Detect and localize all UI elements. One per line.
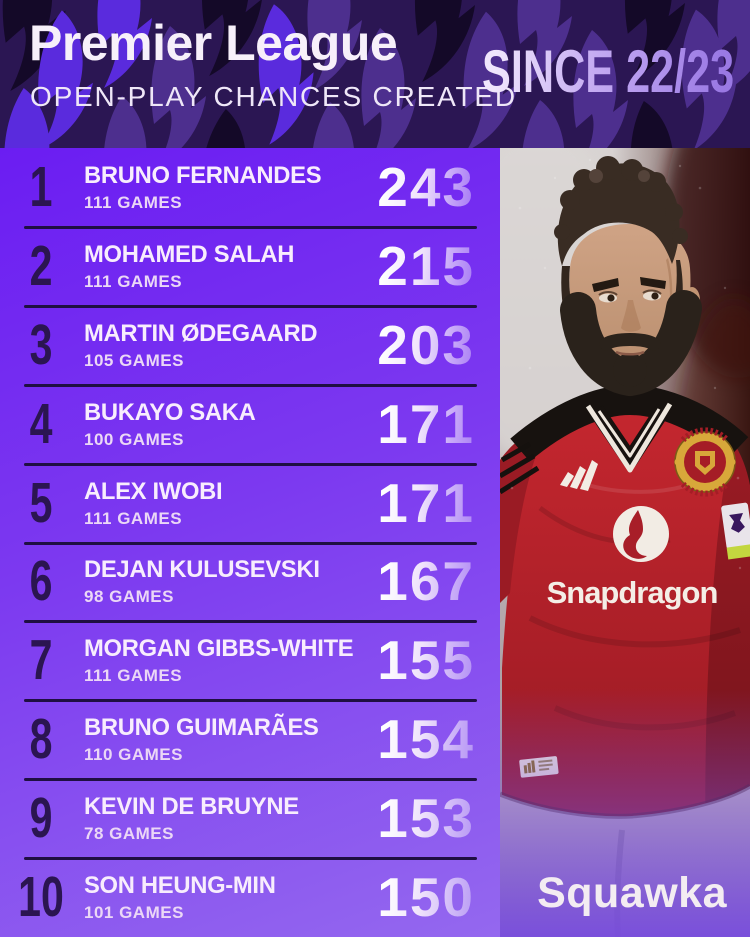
jersey-collar	[510, 384, 749, 462]
player-name: SON HEUNG-MIN	[84, 872, 276, 900]
player-info: SON HEUNG-MIN 101 GAMES	[82, 872, 377, 923]
captain-armband	[721, 502, 750, 560]
page-title: Premier League	[29, 15, 398, 71]
header-pattern-background	[0, 0, 750, 148]
rank-number: 6	[29, 549, 53, 614]
chances-value: 171	[377, 392, 475, 455]
player-games: 78 GAMES	[84, 824, 174, 844]
player-games: 111 GAMES	[84, 508, 183, 528]
ranking-row: 9 KEVIN DE BRUYNE 78 GAMES 153	[0, 778, 500, 858]
header: Premier League OPEN-PLAY CHANCES CREATED…	[0, 0, 750, 148]
jersey-sponsor-text: Snapdragon	[547, 575, 718, 610]
ranking-row: 8 BRUNO GUIMARÃES 110 GAMES 154	[0, 699, 500, 779]
ranking-row: 1 BRUNO FERNANDES 111 GAMES 243	[0, 148, 500, 227]
player-head	[554, 156, 702, 397]
player-games: 105 GAMES	[84, 350, 184, 370]
player-name: ALEX IWOBI	[84, 477, 223, 505]
rank-number: 3	[29, 312, 53, 377]
chances-value: 171	[377, 471, 475, 534]
player-name: KEVIN DE BRUYNE	[84, 793, 299, 821]
player-games: 98 GAMES	[84, 587, 174, 607]
player-name: MORGAN GIBBS-WHITE	[84, 635, 354, 663]
chances-value: 203	[377, 313, 475, 376]
player-games: 111 GAMES	[84, 192, 183, 212]
adidas-logo	[560, 460, 598, 491]
rank-number: 10	[18, 865, 64, 930]
ranking-row: 2 MOHAMED SALAH 111 GAMES 215	[0, 225, 500, 306]
player-info: ALEX IWOBI 111 GAMES	[82, 478, 377, 529]
player-info: KEVIN DE BRUYNE 78 GAMES	[82, 793, 377, 844]
since-label: SINCE 22/23	[481, 38, 734, 105]
club-crest	[674, 427, 736, 497]
rank-number: 1	[29, 154, 53, 219]
player-photo: Snapdragon	[500, 148, 750, 937]
player-photo-illustration: Snapdragon	[500, 148, 750, 937]
ranking-row: 10 SON HEUNG-MIN 101 GAMES 150	[0, 857, 500, 937]
player-name: MARTIN ØDEGAARD	[84, 319, 318, 347]
player-games: 111 GAMES	[84, 666, 183, 686]
chances-value: 243	[377, 155, 475, 218]
rank-number: 2	[29, 233, 53, 298]
chances-value: 150	[377, 866, 475, 929]
ranking-row: 6 DEJAN KULUSEVSKI 98 GAMES 167	[0, 541, 500, 622]
purple-overlay	[500, 688, 750, 937]
rank-number: 9	[29, 786, 53, 851]
player-info: MORGAN GIBBS-WHITE 111 GAMES	[82, 635, 377, 686]
player-info: MOHAMED SALAH 111 GAMES	[82, 241, 377, 292]
player-name: MOHAMED SALAH	[84, 240, 295, 268]
chances-value: 154	[377, 708, 475, 771]
player-games: 110 GAMES	[84, 745, 183, 765]
chances-value: 155	[377, 629, 475, 692]
player-games: 100 GAMES	[84, 429, 184, 449]
chances-value: 167	[377, 550, 475, 613]
player-games: 101 GAMES	[84, 903, 184, 923]
squawka-logo: Squawka	[537, 869, 727, 917]
player-info: DEJAN KULUSEVSKI 98 GAMES	[82, 556, 377, 607]
ranking-list: 1 BRUNO FERNANDES 111 GAMES 243 2 MOHAME…	[0, 148, 500, 937]
player-info: BRUNO GUIMARÃES 110 GAMES	[82, 714, 377, 765]
player-games: 111 GAMES	[84, 271, 183, 291]
player-name: BUKAYO SAKA	[84, 398, 256, 426]
chances-value: 215	[377, 234, 475, 297]
ranking-row: 7 MORGAN GIBBS-WHITE 111 GAMES 155	[0, 620, 500, 700]
rain-specks	[510, 158, 742, 570]
rank-number: 4	[29, 391, 53, 456]
rank-number: 7	[29, 628, 53, 693]
ranking-row: 3 MARTIN ØDEGAARD 105 GAMES 203	[0, 304, 500, 385]
player-name: BRUNO FERNANDES	[84, 161, 322, 189]
player-info: MARTIN ØDEGAARD 105 GAMES	[82, 320, 377, 371]
ranking-row: 4 BUKAYO SAKA 100 GAMES 171	[0, 383, 500, 464]
snapdragon-logo	[613, 506, 669, 562]
player-name: DEJAN KULUSEVSKI	[84, 556, 320, 584]
rank-number: 8	[29, 707, 53, 772]
player-name: BRUNO GUIMARÃES	[84, 714, 319, 742]
page-subtitle: OPEN-PLAY CHANCES CREATED	[30, 81, 517, 112]
player-info: BUKAYO SAKA 100 GAMES	[82, 399, 377, 450]
chances-value: 153	[377, 787, 475, 850]
ranking-row: 5 ALEX IWOBI 111 GAMES 171	[0, 462, 500, 543]
rank-number: 5	[29, 470, 53, 535]
player-info: BRUNO FERNANDES 111 GAMES	[82, 162, 377, 213]
shoulder-stripes	[500, 441, 540, 495]
